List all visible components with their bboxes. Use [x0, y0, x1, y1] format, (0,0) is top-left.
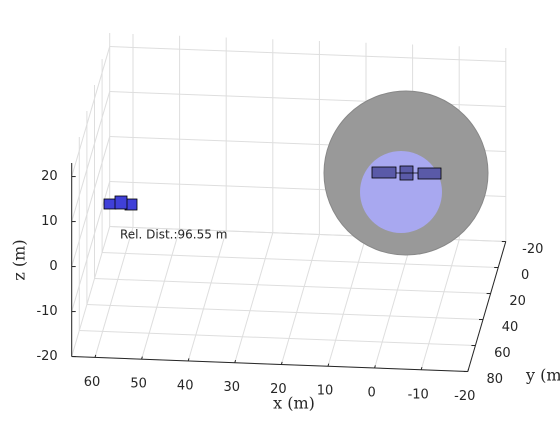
z-tick-label: 10	[41, 214, 58, 229]
x-tick-label: 40	[177, 378, 194, 393]
grid-line	[280, 234, 320, 365]
y-tick-label: 80	[487, 372, 504, 387]
x-tick-label: 20	[270, 382, 287, 397]
x-tick-label: 30	[224, 380, 241, 395]
grid-line	[420, 239, 460, 370]
grid-line	[71, 181, 111, 312]
z-tick-label: -20	[36, 349, 57, 364]
y-tick-label: -20	[522, 242, 543, 257]
z-tick-label: 20	[41, 169, 58, 184]
grid-line	[374, 237, 414, 369]
x-tick-label: 10	[317, 384, 334, 399]
x-axis-label: x (m)	[273, 394, 315, 413]
grid-line	[71, 91, 111, 222]
target-satellite	[371, 165, 442, 181]
grid-line	[71, 46, 111, 177]
y-axis-line	[467, 241, 507, 372]
grid-line	[102, 252, 499, 269]
annotation: Rel. Dist.:96.55 m	[120, 228, 227, 242]
x-axis-line	[71, 356, 468, 373]
y-tick-label: 60	[494, 346, 511, 361]
y-axis-label: y (m)	[525, 366, 560, 385]
z-axis-label: z (m)	[10, 239, 29, 280]
y-tick-label: 0	[521, 268, 529, 283]
z-tick-label: -10	[36, 304, 57, 319]
grid-line	[71, 226, 111, 357]
y-tick-label: 20	[509, 294, 526, 309]
grid-line	[327, 236, 367, 367]
grid-line	[109, 46, 506, 63]
grid-line	[86, 304, 484, 321]
x-tick-label: -10	[408, 387, 429, 402]
z-tick-label: 0	[49, 259, 57, 274]
x-tick-label: -20	[454, 389, 475, 404]
grid-line	[79, 330, 476, 347]
x-tick-label: 0	[367, 386, 375, 401]
x-tick-label: 60	[84, 375, 101, 390]
chaser-satellite	[103, 195, 138, 211]
grid-line	[187, 230, 227, 362]
y-tick-label: 40	[502, 320, 519, 335]
grid-line	[234, 232, 274, 363]
grid-line	[94, 227, 134, 358]
x-tick-label: 50	[130, 377, 147, 392]
grid-line	[94, 278, 491, 295]
grid-line	[141, 229, 181, 360]
grid-line	[71, 136, 111, 267]
inner-sphere	[360, 151, 442, 233]
